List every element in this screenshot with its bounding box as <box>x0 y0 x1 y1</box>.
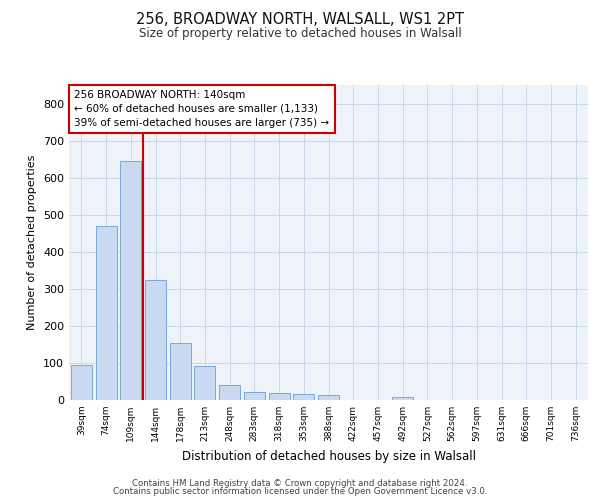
Text: Contains HM Land Registry data © Crown copyright and database right 2024.: Contains HM Land Registry data © Crown c… <box>132 478 468 488</box>
Bar <box>145 280 166 400</box>
Bar <box>318 395 339 400</box>
Text: Contains public sector information licensed under the Open Government Licence v3: Contains public sector information licen… <box>113 487 487 496</box>
Bar <box>293 394 314 400</box>
Bar <box>219 385 240 400</box>
Bar <box>170 342 191 400</box>
Text: 256 BROADWAY NORTH: 140sqm
← 60% of detached houses are smaller (1,133)
39% of s: 256 BROADWAY NORTH: 140sqm ← 60% of deta… <box>74 90 329 128</box>
Bar <box>71 365 92 400</box>
Text: 256, BROADWAY NORTH, WALSALL, WS1 2PT: 256, BROADWAY NORTH, WALSALL, WS1 2PT <box>136 12 464 28</box>
Bar <box>244 392 265 400</box>
Bar <box>95 226 116 400</box>
Bar <box>120 161 141 400</box>
Text: Size of property relative to detached houses in Walsall: Size of property relative to detached ho… <box>139 28 461 40</box>
X-axis label: Distribution of detached houses by size in Walsall: Distribution of detached houses by size … <box>182 450 476 462</box>
Bar <box>269 394 290 400</box>
Bar <box>392 398 413 400</box>
Y-axis label: Number of detached properties: Number of detached properties <box>28 155 37 330</box>
Bar <box>194 366 215 400</box>
